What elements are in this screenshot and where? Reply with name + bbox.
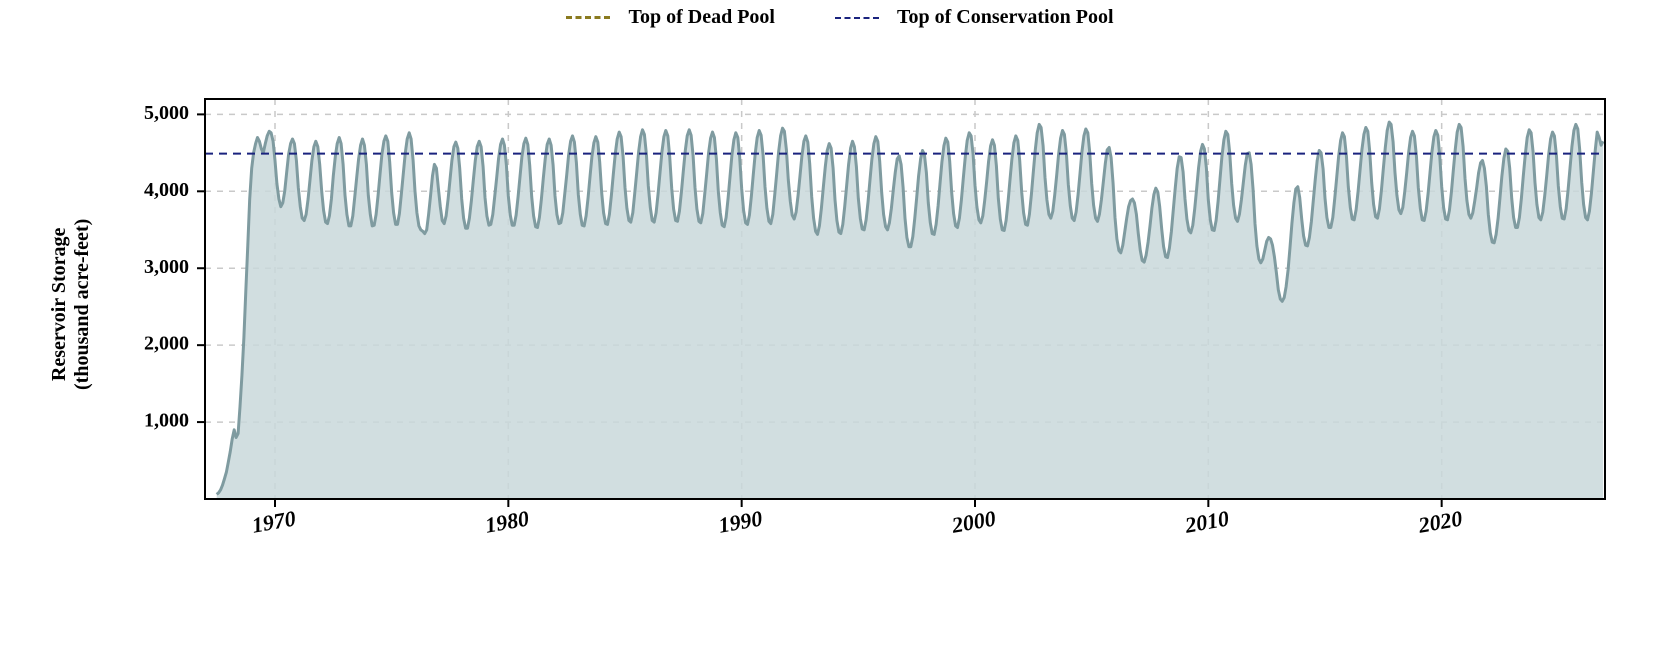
x-tick-label: 2000 — [949, 505, 998, 537]
y-axis-label-line2: (thousand acre-feet) — [71, 219, 94, 390]
y-tick-label: 2,000 — [144, 333, 189, 355]
x-tick-label: 2020 — [1416, 505, 1465, 537]
reservoir-storage-chart: Top of Dead Pool Top of Conservation Poo… — [0, 0, 1680, 630]
y-tick-label: 3,000 — [144, 256, 189, 278]
legend-swatch-dead-pool — [566, 16, 610, 19]
y-tick-label: 5,000 — [144, 102, 189, 124]
legend-swatch-conservation-pool — [835, 17, 879, 19]
y-tick-label: 4,000 — [144, 179, 189, 201]
y-tick-label: 1,000 — [144, 410, 189, 432]
legend-item-conservation-pool: Top of Conservation Pool — [835, 6, 1114, 29]
y-axis-label: Reservoir Storage (thousand acre-feet) — [48, 219, 94, 390]
legend-label-dead-pool: Top of Dead Pool — [628, 6, 775, 29]
legend: Top of Dead Pool Top of Conservation Poo… — [0, 0, 1680, 29]
x-tick-label: 1990 — [717, 505, 765, 537]
x-tick-label: 1980 — [483, 505, 531, 537]
y-axis-label-line1: Reservoir Storage — [48, 228, 70, 381]
legend-item-dead-pool: Top of Dead Pool — [566, 6, 775, 29]
x-tick-label: 2010 — [1182, 505, 1231, 537]
plot-svg: 1,000 2,000 3,000 4,000 5,000 1970 1980 1990 200… — [0, 29, 1680, 659]
x-tick-label: 1970 — [250, 505, 298, 537]
legend-label-conservation-pool: Top of Conservation Pool — [897, 6, 1114, 29]
